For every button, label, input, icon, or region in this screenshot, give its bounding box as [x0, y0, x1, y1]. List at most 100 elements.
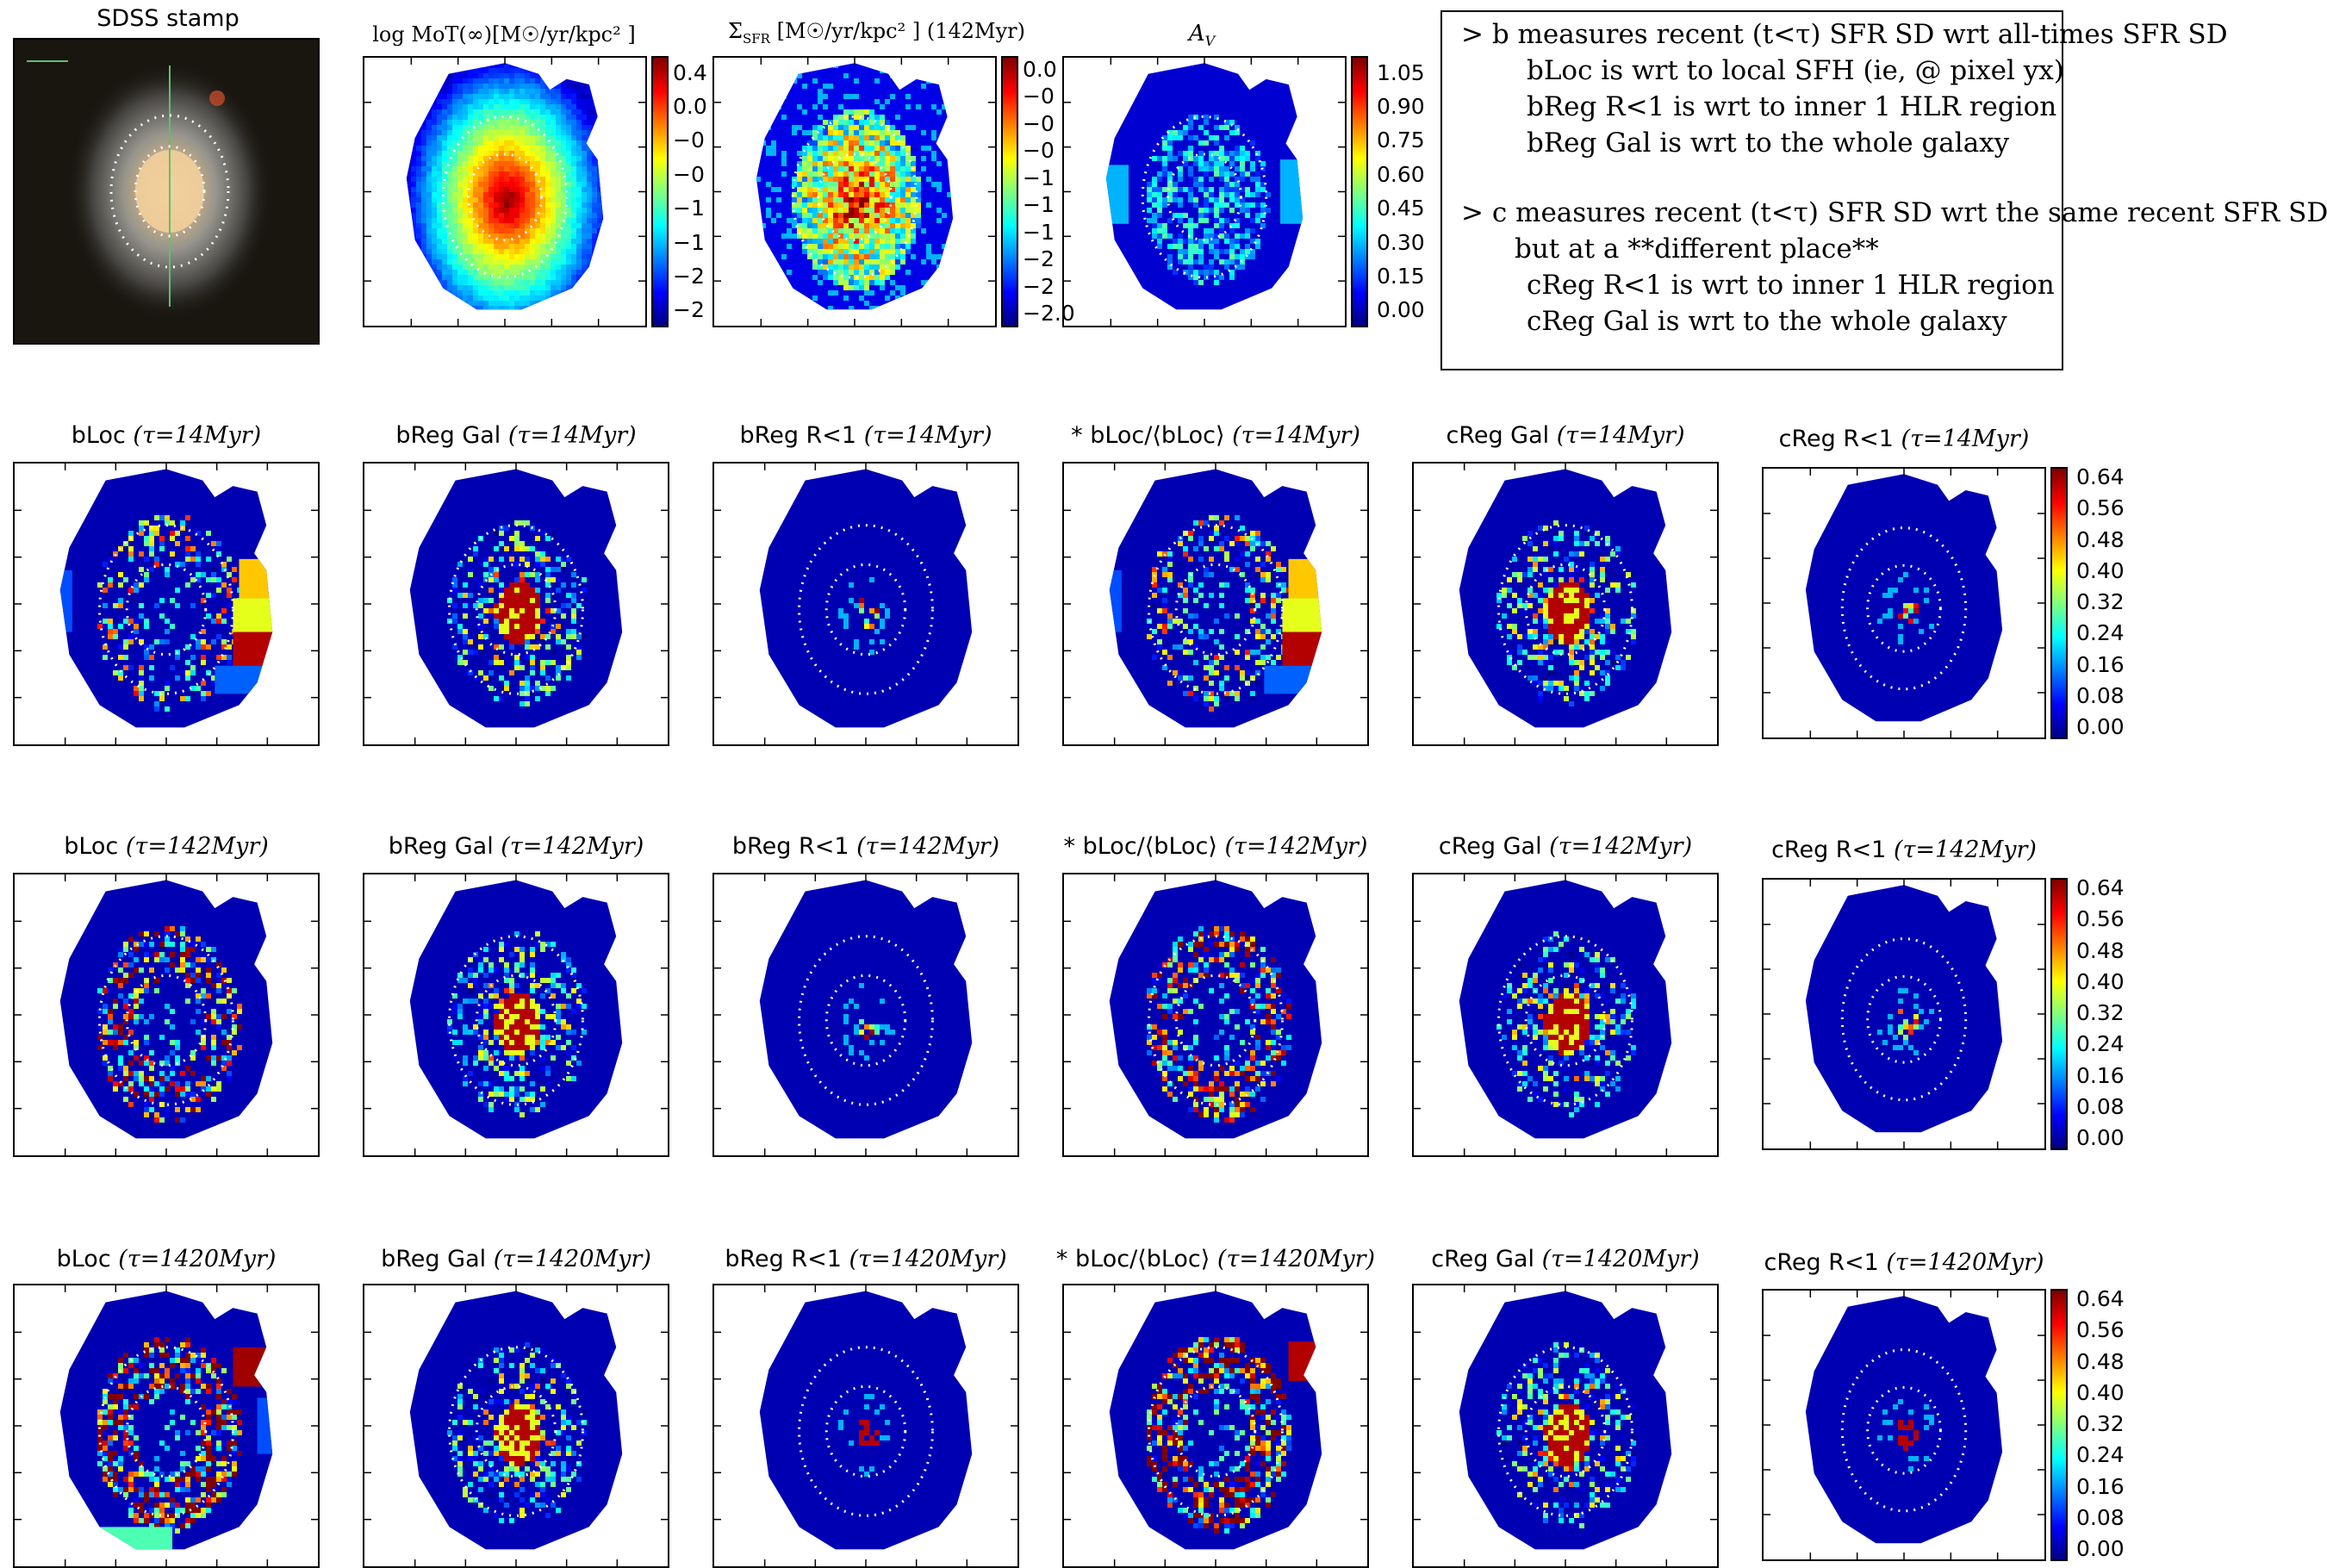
mot-colorbar — [651, 56, 669, 327]
sfr-title-sub: SFR — [743, 31, 770, 47]
panel-tau: (τ=142Myr) — [126, 833, 269, 860]
ratio-tick-label: 0.56 — [2076, 495, 2125, 520]
sfr-colorbar — [1001, 56, 1018, 327]
panel-title-1-0: bLoc (τ=142Myr) — [0, 833, 337, 860]
map-plot — [714, 1285, 1017, 1566]
panel-name: bReg R<1 — [732, 833, 856, 860]
panel-tau: (τ=1420Myr) — [494, 1246, 651, 1272]
map-plot — [1764, 469, 2044, 737]
panel-title-2-5: cReg R<1 (τ=1420Myr) — [1745, 1249, 2063, 1276]
ratio-map-0-2 — [712, 462, 1019, 746]
ratio-map-0-1 — [363, 462, 669, 746]
panel-tau: (τ=142Myr) — [1225, 833, 1368, 860]
ratio-tick-label: 0.32 — [2076, 1000, 2125, 1025]
mot-tick-label: −1 — [673, 196, 705, 221]
ratio-tick-label: 0.40 — [2076, 1380, 2125, 1405]
panel-tau: (τ=14Myr) — [1232, 422, 1360, 449]
ratio-tick-label: 0.56 — [2076, 906, 2125, 931]
panel-title-2-2: bReg R<1 (τ=1420Myr) — [695, 1246, 1036, 1272]
note-line-5: > c measures recent (t<τ) SFR SD wrt the… — [1461, 197, 2327, 228]
note-line-6: but at a **different place** — [1515, 233, 1879, 264]
note-line-1: > b measures recent (t<τ) SFR SD wrt all… — [1461, 19, 2228, 50]
map-plot — [364, 464, 668, 744]
panel-title-2-1: bReg Gal (τ=1420Myr) — [345, 1246, 687, 1272]
ratio-map-0-5 — [1762, 467, 2046, 739]
ratio-tick-label: 0.48 — [2076, 527, 2125, 552]
panel-name: bReg Gal — [389, 833, 501, 860]
ratio-tick-label: 0.40 — [2076, 969, 2125, 994]
panel-name: cReg Gal — [1439, 833, 1549, 860]
av-tick-label: 0.15 — [1377, 264, 1425, 289]
ratio-map-0-3 — [1062, 462, 1369, 746]
panel-name: cReg R<1 — [1764, 1249, 1886, 1276]
sfr-tick-label: −2 — [1023, 246, 1055, 271]
map-plot — [364, 58, 645, 326]
ratio-tick-label: 0.08 — [2076, 683, 2125, 708]
ratio-tick-label: 0.16 — [2076, 652, 2125, 677]
ratio-tick-label: 0.00 — [2076, 1536, 2125, 1561]
note-line-4: bReg Gal is wrt to the whole galaxy — [1527, 128, 2009, 159]
panel-title-2-0: bLoc (τ=1420Myr) — [0, 1246, 337, 1272]
ratio-map-2-3 — [1062, 1284, 1369, 1568]
sfr-title: ΣSFR [M☉/yr/kpc² ] (142Myr) — [706, 19, 1047, 47]
ratio-map-1-0 — [13, 873, 320, 1157]
panel-title-1-2: bReg R<1 (τ=142Myr) — [695, 833, 1036, 860]
ratio-map-1-5 — [1762, 878, 2046, 1150]
ratio-map-2-4 — [1412, 1284, 1719, 1568]
av-tick-label: 0.45 — [1377, 196, 1425, 221]
panel-name: bLoc — [72, 422, 134, 449]
map-plot — [714, 874, 1017, 1155]
sfr-tick-label: 0.0 — [1023, 57, 1057, 82]
panel-tau: (τ=142Myr) — [501, 833, 644, 860]
av-tick-label: 0.30 — [1377, 230, 1425, 255]
mot-title: log MoT(∞)[M☉/yr/kpc² ] — [358, 22, 650, 47]
map-plot — [364, 1285, 668, 1566]
panel-tau: (τ=1420Myr) — [1217, 1246, 1375, 1272]
ratio-map-1-3 — [1062, 873, 1369, 1157]
sfr-tick-label: −1 — [1023, 192, 1055, 217]
panel-tau: (τ=1420Myr) — [1886, 1249, 2044, 1276]
panel-title-0-0: bLoc (τ=14Myr) — [0, 422, 337, 449]
map-plot — [15, 874, 318, 1155]
mot-tick-label: 0.4 — [673, 60, 707, 85]
av-colorbar — [1351, 56, 1368, 327]
panel-title-2-4: cReg Gal (τ=1420Myr) — [1395, 1246, 1736, 1272]
map-plot — [15, 464, 318, 744]
panel-name: * bLoc/⟨bLoc⟩ — [1056, 1246, 1217, 1272]
map-plot — [1414, 1285, 1717, 1566]
sdss-galaxy-image — [15, 40, 318, 343]
ratio-map-1-2 — [712, 873, 1019, 1157]
ratio-tick-label: 0.32 — [2076, 589, 2125, 614]
panel-tau: (τ=142Myr) — [856, 833, 999, 860]
panel-title-1-1: bReg Gal (τ=142Myr) — [345, 833, 687, 860]
ratio-tick-label: 0.56 — [2076, 1317, 2125, 1342]
sfr-tick-label: −1 — [1023, 220, 1055, 245]
mot-tick-label: −0 — [673, 128, 705, 152]
ratio-map-1-4 — [1412, 873, 1719, 1157]
av-title-a: A — [1189, 21, 1205, 47]
ratio-tick-label: 0.64 — [2076, 1286, 2125, 1311]
panel-title-0-1: bReg Gal (τ=14Myr) — [345, 422, 687, 449]
ratio-tick-label: 0.64 — [2076, 875, 2125, 900]
ratio-map-1-1 — [363, 873, 669, 1157]
ratio-tick-label: 0.40 — [2076, 558, 2125, 583]
panel-name: cReg Gal — [1431, 1246, 1541, 1272]
panel-tau: (τ=14Myr) — [508, 422, 637, 449]
ratio-tick-label: 0.08 — [2076, 1094, 2125, 1119]
map-plot — [1764, 880, 2044, 1148]
ratio-tick-label: 0.24 — [2076, 1442, 2125, 1467]
panel-name: bReg R<1 — [725, 1246, 849, 1272]
panel-title-0-4: cReg Gal (τ=14Myr) — [1395, 422, 1736, 449]
sfr-tick-label: −0 — [1023, 111, 1055, 136]
map-plot — [1064, 464, 1367, 744]
panel-name: bLoc — [64, 833, 126, 860]
mot-tick-label: −2 — [673, 264, 705, 289]
panel-name: cReg R<1 — [1779, 426, 1901, 452]
ratio-tick-label: 0.24 — [2076, 620, 2125, 645]
panel-tau: (τ=142Myr) — [1549, 833, 1692, 860]
panel-title-2-3: * bLoc/⟨bLoc⟩ (τ=1420Myr) — [1045, 1246, 1386, 1272]
panel-tau: (τ=1420Myr) — [1542, 1246, 1700, 1272]
panel-tau: (τ=14Myr) — [864, 422, 992, 449]
mot-tick-label: −0 — [673, 162, 705, 187]
ratio-map-2-2 — [712, 1284, 1019, 1568]
